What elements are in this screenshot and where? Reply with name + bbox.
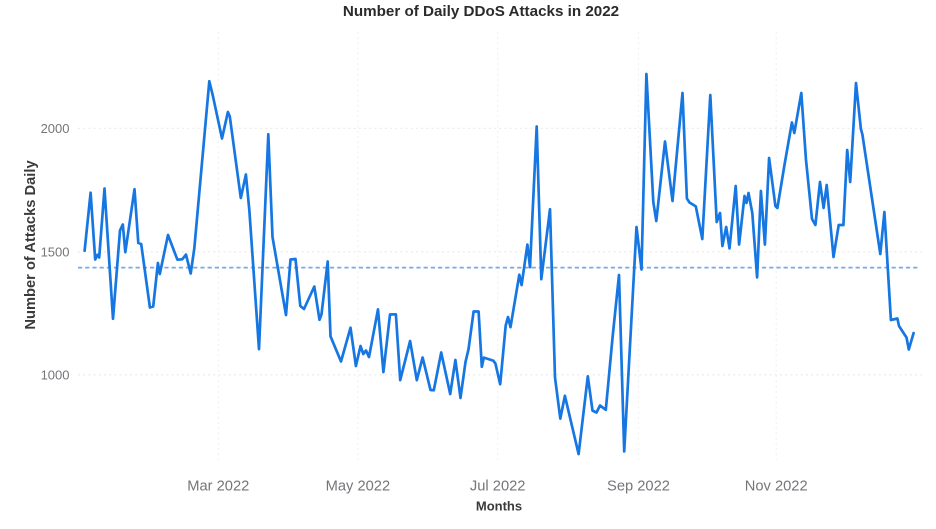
- svg-text:Months: Months: [476, 499, 522, 514]
- svg-text:Sep 2022: Sep 2022: [607, 479, 670, 495]
- svg-text:1500: 1500: [41, 244, 70, 259]
- svg-text:Nov 2022: Nov 2022: [745, 479, 808, 495]
- svg-text:Mar 2022: Mar 2022: [187, 479, 249, 495]
- svg-text:Number of Attacks Daily: Number of Attacks Daily: [23, 160, 39, 330]
- svg-text:1000: 1000: [41, 367, 70, 382]
- svg-text:Jul 2022: Jul 2022: [470, 479, 526, 495]
- svg-text:May 2022: May 2022: [326, 479, 391, 495]
- svg-text:2000: 2000: [41, 121, 70, 136]
- svg-text:Number of Daily DDoS Attacks i: Number of Daily DDoS Attacks in 2022: [343, 3, 619, 20]
